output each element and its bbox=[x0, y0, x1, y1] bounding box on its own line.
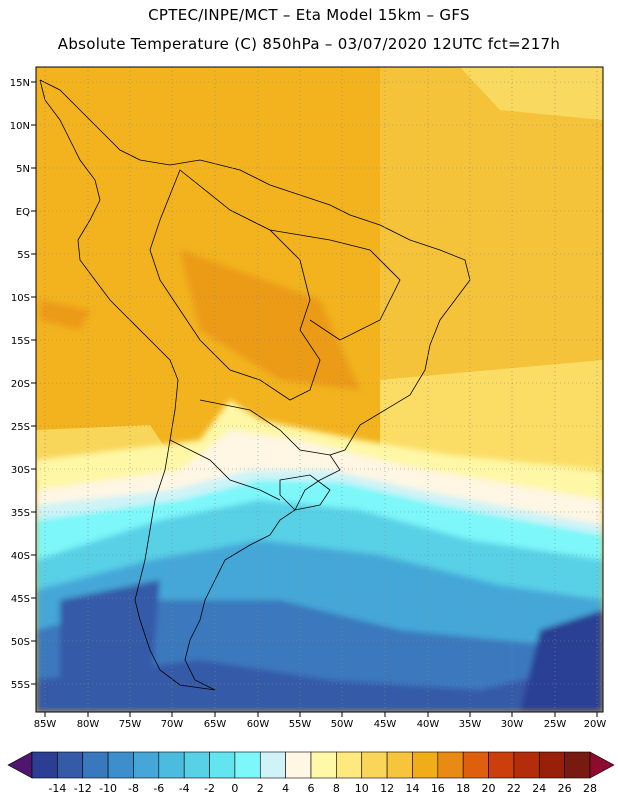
colorbar-label: 12 bbox=[380, 782, 394, 795]
colorbar-swatch bbox=[361, 751, 388, 779]
lat-label: 40S bbox=[11, 551, 30, 562]
lon-label: 55W bbox=[289, 719, 312, 730]
lon-label: 85W bbox=[34, 719, 57, 730]
colorbar-swatch bbox=[336, 751, 363, 779]
lat-label: EQ bbox=[16, 207, 30, 218]
lat-label: 30S bbox=[11, 465, 30, 476]
colorbar-label: 24 bbox=[532, 782, 546, 795]
map-frame bbox=[35, 66, 604, 713]
colorbar-label: -14 bbox=[48, 782, 66, 795]
colorbar-low-arrow bbox=[7, 751, 33, 779]
lat-label: 45S bbox=[11, 594, 30, 605]
colorbar-label: 20 bbox=[482, 782, 496, 795]
colorbar-label: -8 bbox=[128, 782, 139, 795]
colorbar-label: 18 bbox=[456, 782, 470, 795]
title-line-2: Absolute Temperature (C) 850hPa – 03/07/… bbox=[57, 35, 561, 53]
graticule bbox=[36, 67, 603, 712]
lat-ticks bbox=[31, 81, 36, 685]
colorbar-label: 6 bbox=[308, 782, 315, 795]
lon-label: 80W bbox=[77, 719, 100, 730]
lon-labels: 85W 80W 75W 70W 65W 60W 55W 50W 45W 40W … bbox=[34, 719, 607, 730]
colorbar-label: 28 bbox=[583, 782, 597, 795]
lat-label: 10S bbox=[11, 293, 30, 304]
colorbar-swatch bbox=[183, 751, 210, 779]
colorbar-swatch bbox=[564, 751, 591, 779]
colorbar-swatch bbox=[82, 751, 109, 779]
lat-label: 35S bbox=[11, 508, 30, 519]
colorbar-swatch bbox=[386, 751, 413, 779]
title-line-1: CPTEC/INPE/MCT – Eta Model 15km – GFS bbox=[148, 6, 470, 24]
colorbar-swatch bbox=[133, 751, 160, 779]
colorbar-label: -12 bbox=[74, 782, 92, 795]
colorbar-swatch bbox=[488, 751, 515, 779]
colorbar-label: 26 bbox=[558, 782, 572, 795]
colorbar-swatch bbox=[513, 751, 540, 779]
lon-ticks bbox=[44, 712, 598, 717]
lat-label: 10N bbox=[10, 121, 30, 132]
colorbar-label: -4 bbox=[179, 782, 190, 795]
colorbar-label: 10 bbox=[355, 782, 369, 795]
lon-label: 20W bbox=[584, 719, 607, 730]
colorbar-swatch bbox=[31, 751, 58, 779]
colorbar-swatch bbox=[285, 751, 312, 779]
lon-label: 40W bbox=[417, 719, 440, 730]
colorbar-label: -2 bbox=[204, 782, 215, 795]
coastlines bbox=[39, 79, 471, 691]
colorbar: -14 -12 -10 -8 -6 -4 -2 0 2 4 6 8 10 12 14 16 18 20 22 24 26… bbox=[7, 751, 615, 795]
colorbar-swatch bbox=[209, 751, 236, 779]
lat-label: 15N bbox=[10, 78, 30, 89]
lon-label: 70W bbox=[161, 719, 184, 730]
lat-label: 20S bbox=[11, 379, 30, 390]
colorbar-swatch bbox=[234, 751, 261, 779]
lon-label: 25W bbox=[544, 719, 567, 730]
lat-label: 55S bbox=[11, 680, 30, 691]
lon-label: 30W bbox=[501, 719, 524, 730]
colorbar-swatch bbox=[437, 751, 464, 779]
lon-label: 65W bbox=[204, 719, 227, 730]
lat-label: 15S bbox=[11, 336, 30, 347]
lat-labels: 15N 10N 5N EQ 5S 10S 15S 20S 25S 30S 35S… bbox=[10, 78, 30, 691]
colorbar-swatch bbox=[158, 751, 185, 779]
colorbar-high-arrow bbox=[589, 751, 615, 779]
colorbar-label: 22 bbox=[507, 782, 521, 795]
colorbar-label: 14 bbox=[405, 782, 419, 795]
colorbar-swatch bbox=[107, 751, 134, 779]
lat-label: 50S bbox=[11, 637, 30, 648]
colorbar-label: -10 bbox=[99, 782, 117, 795]
lat-label: 25S bbox=[11, 422, 30, 433]
colorbar-swatch bbox=[57, 751, 84, 779]
lon-label: 45W bbox=[374, 719, 397, 730]
colorbar-label: 8 bbox=[333, 782, 340, 795]
colorbar-swatch bbox=[412, 751, 439, 779]
lon-label: 35W bbox=[459, 719, 482, 730]
colorbar-label: -6 bbox=[153, 782, 164, 795]
colorbar-label: 16 bbox=[431, 782, 445, 795]
colorbar-label: 4 bbox=[282, 782, 289, 795]
lon-label: 50W bbox=[331, 719, 354, 730]
lat-label: 5S bbox=[17, 250, 30, 261]
lon-label: 75W bbox=[119, 719, 142, 730]
lat-label: 5N bbox=[16, 164, 30, 175]
colorbar-swatch bbox=[462, 751, 489, 779]
colorbar-label: 2 bbox=[257, 782, 264, 795]
temperature-field bbox=[36, 67, 603, 712]
colorbar-swatch bbox=[310, 751, 337, 779]
lon-label: 60W bbox=[247, 719, 270, 730]
colorbar-swatch bbox=[538, 751, 565, 779]
colorbar-swatch bbox=[259, 751, 286, 779]
colorbar-label: 0 bbox=[231, 782, 238, 795]
